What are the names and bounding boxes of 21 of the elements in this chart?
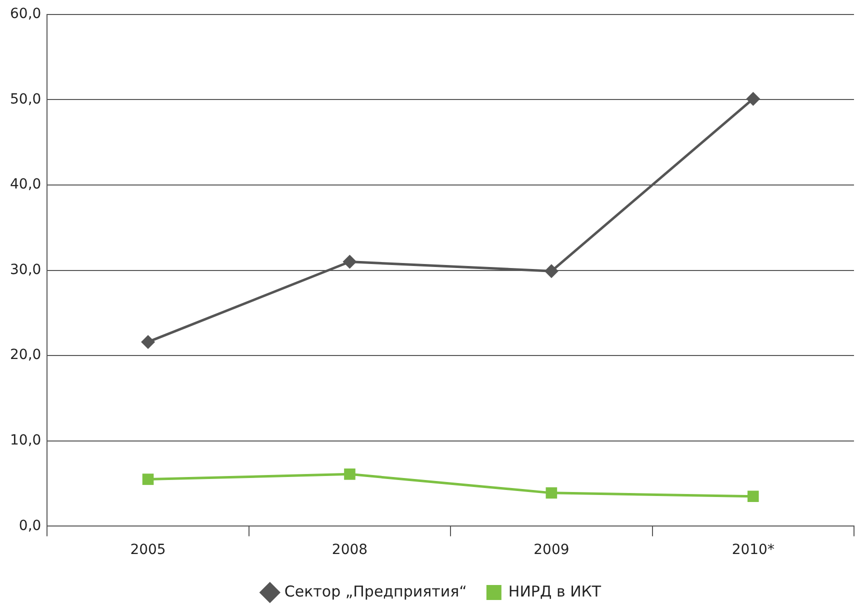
x-tick-label: 2008 <box>332 542 368 558</box>
x-tick-label: 2005 <box>130 542 166 558</box>
point <box>344 468 356 480</box>
y-tick-label: 60,0 <box>10 6 42 22</box>
point <box>746 92 760 106</box>
y-tick-label: 50,0 <box>10 91 42 108</box>
point <box>544 264 558 278</box>
y-tick-label: 10,0 <box>10 432 42 449</box>
point <box>142 474 154 485</box>
y-tick-label: 0,0 <box>18 518 42 534</box>
y-tick-label: 40,0 <box>10 176 42 193</box>
x-tick-label: 2010* <box>732 542 774 558</box>
point <box>141 334 156 349</box>
legend-label: Сектор „Предприятия“ <box>284 582 467 600</box>
point <box>747 490 759 502</box>
point <box>546 487 558 499</box>
y-tick-label: 20,0 <box>10 347 42 364</box>
legend-label: НИРД в ИКТ <box>508 582 602 600</box>
y-tick-label: 30,0 <box>10 262 42 278</box>
point <box>342 254 357 269</box>
x-tick-label: 2009 <box>534 542 570 558</box>
